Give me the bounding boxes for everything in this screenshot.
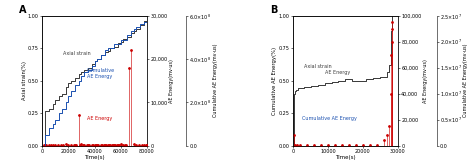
Point <box>93 143 101 146</box>
Point <box>128 49 135 52</box>
Point <box>133 143 140 146</box>
Y-axis label: AE Energy(mv·us): AE Energy(mv·us) <box>423 59 428 103</box>
Point <box>140 144 148 146</box>
X-axis label: Time(s): Time(s) <box>335 155 356 161</box>
Point <box>119 144 127 146</box>
Point <box>57 144 64 146</box>
Point <box>324 144 332 147</box>
Text: Axial strain: Axial strain <box>304 64 331 69</box>
Point <box>296 144 304 147</box>
Y-axis label: Axial strain(%): Axial strain(%) <box>21 61 27 100</box>
Point <box>100 144 108 146</box>
Point <box>99 144 106 146</box>
Point <box>291 144 299 146</box>
Point <box>83 144 91 146</box>
Point <box>114 143 122 146</box>
Point <box>117 143 125 146</box>
Text: Cumulative AE Energy: Cumulative AE Energy <box>302 116 357 121</box>
Point <box>91 144 98 146</box>
Point <box>76 143 84 146</box>
Point <box>373 144 381 147</box>
Point <box>389 21 396 24</box>
Text: AE Energy: AE Energy <box>87 116 112 121</box>
Point <box>40 144 47 146</box>
Point <box>80 143 88 146</box>
Point <box>108 143 115 146</box>
Point <box>107 144 114 146</box>
Point <box>122 144 130 146</box>
Y-axis label: Cumulative AE Energy(mv·us): Cumulative AE Energy(mv·us) <box>212 44 218 117</box>
Point <box>352 144 360 147</box>
Point <box>73 144 80 146</box>
Point <box>105 144 113 146</box>
Point <box>48 144 55 146</box>
Point <box>62 143 70 145</box>
Point <box>95 144 102 146</box>
Text: Axial strain: Axial strain <box>63 51 91 56</box>
Point <box>135 144 143 146</box>
Point <box>143 143 151 146</box>
Point <box>41 143 49 146</box>
Point <box>310 144 318 147</box>
Point <box>388 27 396 30</box>
Point <box>383 134 391 136</box>
Point <box>42 144 50 146</box>
Point <box>75 114 82 117</box>
Point <box>92 144 100 146</box>
Point <box>52 144 59 146</box>
Point <box>78 143 85 146</box>
Point <box>88 143 96 146</box>
Point <box>45 144 53 146</box>
Point <box>338 144 346 147</box>
Point <box>110 144 118 146</box>
Point <box>112 143 119 146</box>
Point <box>113 144 120 146</box>
Point <box>380 139 388 142</box>
Point <box>359 144 367 147</box>
Point <box>84 143 92 146</box>
Point <box>102 144 110 146</box>
Point <box>389 40 396 43</box>
Point <box>79 144 87 146</box>
Point <box>71 143 79 146</box>
Text: AE Energy: AE Energy <box>325 70 350 75</box>
Point <box>64 143 72 146</box>
Point <box>387 92 394 95</box>
Point <box>97 143 105 146</box>
Point <box>303 144 311 147</box>
Y-axis label: AE Energy(mv·us): AE Energy(mv·us) <box>169 59 174 103</box>
Point <box>388 53 395 56</box>
Y-axis label: Cumulative AE Energy(mv·us): Cumulative AE Energy(mv·us) <box>464 44 468 117</box>
Point <box>138 143 146 146</box>
X-axis label: Time(s): Time(s) <box>84 155 105 161</box>
Point <box>109 144 117 146</box>
Point <box>317 144 325 147</box>
Point <box>130 143 137 146</box>
Point <box>366 144 374 147</box>
Point <box>142 144 149 146</box>
Point <box>121 144 128 146</box>
Point <box>59 143 67 146</box>
Point <box>125 66 132 69</box>
Text: Cumulative
AE Energy: Cumulative AE Energy <box>87 68 115 79</box>
Point <box>85 144 93 146</box>
Point <box>90 144 97 146</box>
Point <box>49 143 56 146</box>
Y-axis label: Cumulative AE Energy(%): Cumulative AE Energy(%) <box>273 47 277 115</box>
Text: B: B <box>270 5 278 15</box>
Point <box>385 125 393 127</box>
Text: A: A <box>19 5 27 15</box>
Point <box>345 144 353 147</box>
Point <box>116 144 123 146</box>
Point <box>70 144 77 146</box>
Point <box>293 144 301 147</box>
Point <box>290 134 298 136</box>
Point <box>101 143 109 146</box>
Point <box>104 144 111 146</box>
Point <box>331 144 339 147</box>
Point <box>67 144 75 146</box>
Point <box>54 144 62 146</box>
